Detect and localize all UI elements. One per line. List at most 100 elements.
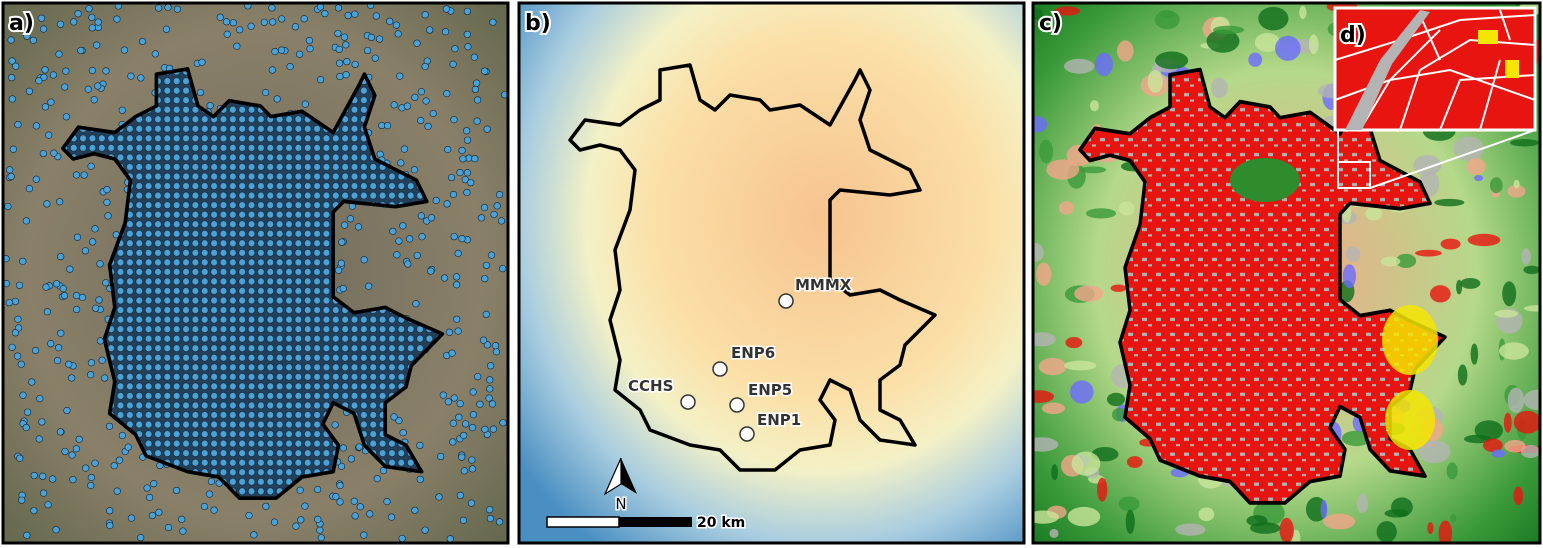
point — [367, 33, 375, 41]
patch — [1376, 521, 1397, 543]
point — [447, 173, 456, 182]
point — [426, 26, 434, 34]
point — [306, 45, 314, 53]
point — [450, 233, 458, 241]
patch — [1085, 208, 1117, 219]
point — [485, 394, 493, 402]
point — [87, 162, 95, 170]
point — [14, 120, 22, 129]
point — [453, 315, 461, 323]
patch — [1521, 248, 1531, 265]
point — [250, 531, 258, 539]
stations — [680, 293, 794, 442]
patch — [1039, 139, 1053, 164]
point — [196, 88, 205, 97]
point — [441, 28, 450, 36]
patch — [1051, 464, 1059, 481]
patch — [1466, 158, 1486, 175]
patch — [1246, 515, 1268, 527]
point — [499, 265, 507, 273]
patch — [1275, 35, 1301, 61]
point — [453, 273, 461, 281]
point — [229, 19, 237, 27]
point — [464, 43, 472, 51]
point — [56, 20, 65, 28]
point — [297, 516, 305, 524]
point — [399, 222, 407, 230]
patch — [1320, 500, 1328, 519]
point — [432, 196, 440, 205]
point — [340, 221, 349, 229]
patch — [1064, 58, 1095, 74]
point — [476, 400, 484, 408]
point — [53, 280, 61, 288]
point — [463, 188, 471, 197]
patch — [1474, 175, 1484, 182]
point — [72, 445, 80, 453]
point — [55, 50, 63, 58]
point — [321, 10, 329, 18]
point — [206, 102, 214, 110]
point — [216, 13, 224, 21]
point — [62, 67, 70, 75]
point — [113, 487, 121, 495]
patch — [1356, 493, 1369, 513]
point — [75, 435, 83, 443]
point — [399, 429, 407, 437]
point — [356, 503, 364, 511]
point — [62, 113, 70, 121]
point — [127, 72, 135, 80]
point — [398, 534, 406, 543]
point — [49, 475, 57, 483]
patch — [1065, 337, 1083, 349]
point — [335, 45, 343, 54]
patch — [1434, 198, 1465, 207]
patch — [1502, 281, 1517, 307]
station-label: ENP1 — [757, 411, 801, 429]
panel-label: a) — [9, 11, 34, 36]
patch — [1429, 285, 1451, 303]
point — [454, 249, 462, 257]
point — [42, 283, 50, 291]
point — [269, 18, 277, 26]
station-marker — [739, 426, 755, 442]
point — [449, 438, 457, 446]
panel-label: d) — [1340, 23, 1366, 48]
point — [347, 455, 355, 463]
patch — [1049, 528, 1059, 539]
point — [17, 360, 25, 368]
point — [488, 400, 497, 408]
point — [387, 513, 396, 521]
patch — [1106, 392, 1126, 407]
patch — [1460, 277, 1481, 289]
point — [449, 419, 457, 427]
point — [8, 95, 16, 103]
point — [462, 420, 470, 428]
patch — [1415, 249, 1442, 257]
point — [394, 30, 402, 38]
point — [32, 175, 40, 183]
patch — [1450, 514, 1457, 523]
point — [61, 83, 69, 91]
station-marker — [680, 394, 696, 410]
patch — [1036, 262, 1052, 286]
point — [427, 267, 435, 275]
point — [471, 155, 479, 163]
point — [372, 12, 380, 20]
point — [57, 329, 65, 337]
point — [105, 422, 114, 430]
point — [392, 21, 401, 29]
north-arrow: N — [603, 457, 637, 515]
point — [65, 360, 73, 368]
point — [57, 253, 65, 261]
point — [495, 518, 504, 526]
point — [458, 235, 466, 243]
point — [371, 54, 379, 62]
point — [233, 42, 241, 50]
patch — [1391, 497, 1413, 517]
temperature-background — [519, 3, 1024, 543]
point — [448, 349, 456, 357]
panel-frame — [1031, 1, 1542, 545]
point — [317, 76, 325, 84]
point — [164, 523, 173, 532]
